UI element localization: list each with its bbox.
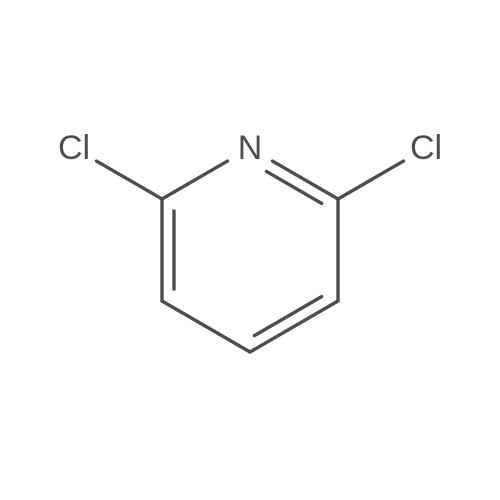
bond-line: [338, 161, 404, 199]
molecule-diagram: N Cl Cl: [0, 0, 500, 500]
bond-line: [250, 301, 338, 352]
bond-line: [96, 161, 162, 199]
atom-label-n: N: [238, 129, 263, 167]
bond-line: [162, 161, 228, 199]
bond-line: [266, 171, 321, 203]
atom-label-cl: Cl: [58, 129, 90, 167]
atom-label-cl: Cl: [410, 129, 442, 167]
bond-line: [162, 301, 250, 352]
